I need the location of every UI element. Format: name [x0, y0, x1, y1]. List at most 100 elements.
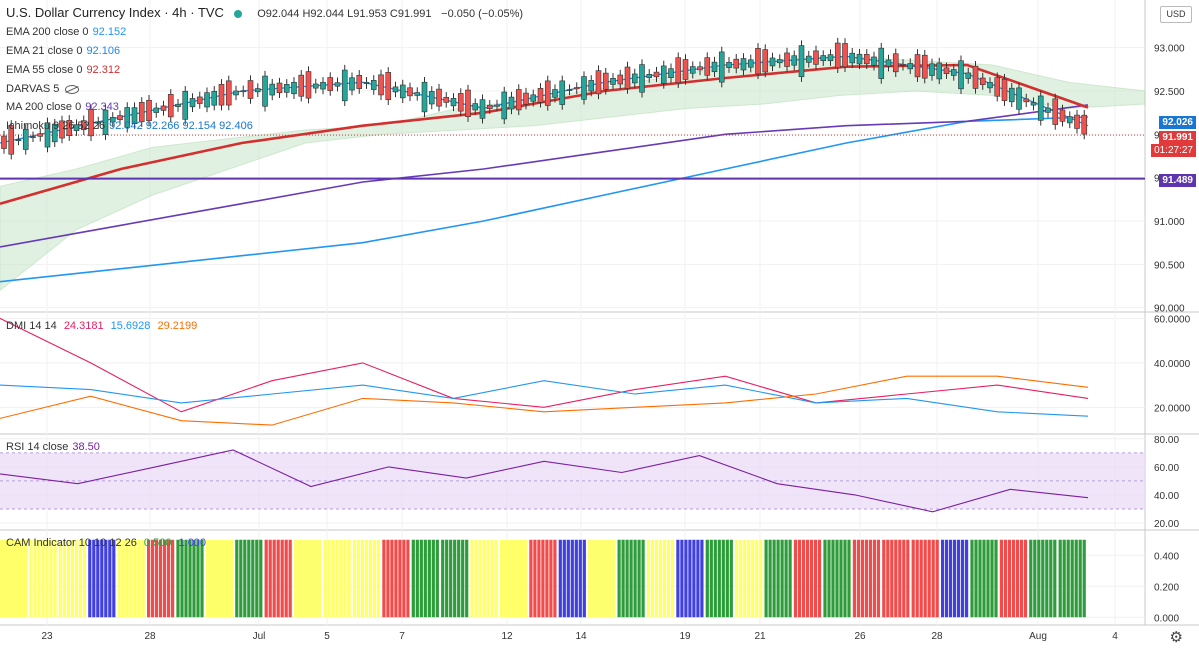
cam-bar	[1082, 539, 1086, 618]
cam-bar	[151, 539, 155, 618]
candle-body	[704, 57, 711, 76]
legend-ichimoku[interactable]: Ichimoku 9 26 52 26 92.042 92.266 92.154 …	[6, 119, 253, 133]
cam-bar	[558, 539, 562, 618]
cam-bar	[755, 539, 759, 618]
legend-ema55[interactable]: EMA 55 close 0 92.312	[6, 63, 120, 77]
candle-body	[196, 96, 203, 104]
cam-bar	[78, 539, 82, 618]
candle-body	[153, 107, 160, 113]
candle-body	[291, 81, 297, 95]
cam-bar	[852, 539, 856, 618]
cam-bar	[696, 539, 700, 618]
cam-bar	[927, 539, 931, 618]
cam-bar	[205, 539, 209, 618]
x-tick-label: 7	[399, 631, 405, 642]
candle-body	[602, 72, 609, 90]
candle-body	[784, 52, 790, 67]
cam-bar	[541, 539, 545, 618]
cam-bar	[490, 539, 494, 618]
legend-darvas[interactable]: DARVAS 5	[6, 82, 80, 96]
cam-bar	[188, 539, 192, 618]
candle-body	[689, 66, 696, 74]
candle-body	[378, 74, 384, 96]
cam-bar	[1053, 539, 1057, 618]
x-tick-label: 19	[679, 631, 691, 642]
candle-body	[117, 115, 123, 121]
cam-bar	[700, 539, 704, 618]
candle-body	[936, 62, 943, 80]
legend-ema200[interactable]: EMA 200 close 0 92.152	[6, 25, 126, 39]
legend-value: 92.312	[86, 64, 121, 76]
cam-bar	[982, 539, 986, 618]
candle-body	[312, 83, 319, 89]
cam-bar	[1078, 539, 1082, 618]
candle-body	[1023, 98, 1030, 103]
cam-bar	[545, 539, 549, 618]
legend-ema21[interactable]: EMA 21 close 0 92.106	[6, 44, 120, 58]
candle-body	[668, 68, 674, 78]
series-line	[0, 375, 1089, 426]
cam-bar	[759, 539, 763, 618]
cam-bar	[360, 539, 365, 618]
cam-bar	[327, 539, 331, 618]
candle-body	[450, 98, 457, 107]
candle-body	[820, 55, 827, 62]
cam-bar	[457, 539, 461, 618]
candle-body	[624, 66, 631, 89]
currency-selector-button[interactable]: USD	[1160, 6, 1192, 23]
cam-bar	[255, 539, 259, 618]
cam-bar	[772, 539, 776, 618]
candle-body	[175, 103, 181, 107]
candle-body	[421, 81, 428, 113]
legend-rsi[interactable]: RSI 14 close 38.50	[6, 440, 100, 454]
candle-body	[182, 90, 189, 120]
cam-bar	[931, 539, 935, 618]
y-tick-label: 91.000	[1154, 217, 1185, 228]
cam-bar	[986, 539, 990, 618]
cam-bar	[1011, 539, 1015, 618]
candle-body	[921, 54, 928, 79]
legend-cam[interactable]: CAM Indicator 10 10 12 26 0.500 1.000	[6, 536, 206, 550]
legend-label: EMA 200 close 0	[6, 26, 89, 38]
cam-bar	[482, 539, 486, 618]
cam-bar	[1029, 539, 1033, 618]
gear-icon[interactable]: ⚙	[1169, 629, 1183, 646]
cam-bar	[990, 539, 994, 618]
cam-bar	[965, 539, 969, 618]
cam-bar	[515, 539, 520, 618]
cam-bar	[935, 539, 939, 618]
cam-bar	[923, 539, 927, 618]
legend-label: DARVAS 5	[6, 83, 60, 95]
legend-value: 38.50	[72, 441, 100, 453]
cam-bar	[860, 539, 864, 618]
cam-bar	[692, 539, 696, 618]
cam-bar	[629, 539, 633, 618]
legend-ma200[interactable]: MA 200 close 0 92.343	[6, 100, 119, 114]
cam-bar	[209, 539, 213, 618]
cam-bar	[0, 539, 4, 618]
candle-body	[320, 81, 326, 90]
cam-bar	[776, 539, 780, 618]
legend-dmi[interactable]: DMI 14 14 24.3181 15.6928 29.2199	[6, 319, 197, 333]
candle-body	[428, 91, 435, 105]
cam-bar	[717, 539, 721, 618]
candle-body	[59, 120, 65, 139]
cam-bar	[915, 539, 919, 618]
cam-bar	[831, 539, 835, 618]
y-tick-label: 20.0000	[1154, 403, 1191, 414]
cam-bar	[163, 539, 167, 618]
cam-bar	[805, 539, 810, 618]
candle-body	[900, 63, 906, 66]
hidden-eye-icon[interactable]	[65, 84, 80, 94]
x-tick-label: 12	[501, 631, 513, 642]
cam-bar	[200, 539, 204, 618]
candle-body	[958, 60, 964, 90]
cam-bar	[247, 539, 251, 618]
cam-bar	[566, 539, 570, 618]
cam-bar	[499, 539, 504, 618]
cam-bar	[92, 539, 96, 618]
cam-bar	[41, 539, 45, 618]
cam-bar	[100, 539, 104, 618]
